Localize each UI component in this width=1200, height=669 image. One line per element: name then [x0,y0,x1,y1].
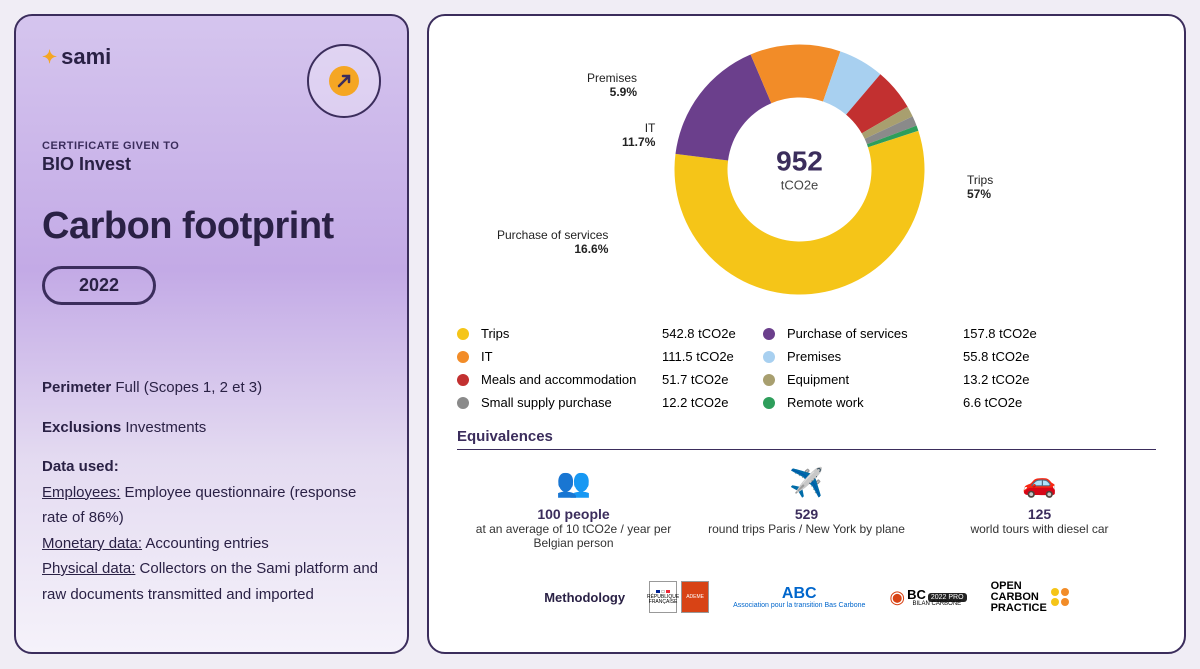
open-carbon-practice-logo: OPENCARBONPRACTICE [991,581,1069,614]
callout-it: IT11.7% [622,122,655,150]
bilan-carbone-logo: ◉ BC2022 PROBILAN CARBONE [889,588,966,607]
total-unit: tCO2e [776,178,823,193]
legend-swatch-trips [457,328,469,340]
data-used-label: Data used: [42,458,119,475]
monetary-text: Accounting entries [142,535,269,552]
legend-label-trips: Trips [481,326,656,341]
legend-value-supply: 12.2 tCO2e [662,395,757,410]
abc-logo: ABC Association pour la transition Bas C… [733,586,865,609]
page-title: Carbon footprint [42,205,381,248]
year-pill: 2022 [42,266,156,305]
donut-chart: 952 tCO2e [667,37,932,302]
legend-label-premises: Premises [787,349,957,364]
equivalence-desc-2: world tours with diesel car [940,522,1140,536]
recipient: BIO Invest [42,154,381,175]
certificate-card: ✦ sami CERTIFICATE GIVEN TO BIO Invest C… [14,14,409,654]
equivalence-num-0: 100 people [474,506,674,522]
equivalence-num-2: 125 [940,506,1140,522]
legend-value-equipment: 13.2 tCO2e [963,372,1058,387]
legend-label-supply: Small supply purchase [481,395,656,410]
donut-chart-area: Premises5.9% IT11.7% Purchase of service… [457,34,1156,304]
legend-swatch-services [763,328,775,340]
legend-swatch-supply [457,397,469,409]
perimeter-label: Perimeter [42,379,111,396]
legend-value-services: 157.8 tCO2e [963,326,1058,341]
legend-swatch-equipment [763,374,775,386]
legend-value-premises: 55.8 tCO2e [963,349,1058,364]
cert-label: CERTIFICATE GIVEN TO [42,140,381,152]
legend-swatch-meals [457,374,469,386]
physical-label: Physical data: [42,560,135,577]
exclusions-value: Investments [125,419,206,436]
legend-value-meals: 51.7 tCO2e [662,372,757,387]
equivalence-desc-0: at an average of 10 tCO2e / year per Bel… [474,522,674,550]
equivalence-icon-2: 🚗 [940,462,1140,502]
legend-label-remote: Remote work [787,395,957,410]
legend-label-it: IT [481,349,656,364]
legend-swatch-premises [763,351,775,363]
legend-label-meals: Meals and accommodation [481,372,656,387]
methodology-row: Methodology RÉPUBLIQUE FRANÇAISE ADEME A… [457,572,1156,622]
equivalence-item-0: 👥 100 people at an average of 10 tCO2e /… [474,462,674,550]
equivalences-title: Equivalences [457,428,1156,450]
seal-arrow-icon [329,66,359,96]
equivalence-icon-0: 👥 [474,462,674,502]
monetary-label: Monetary data: [42,535,142,552]
legend-label-services: Purchase of services [787,326,957,341]
equivalence-icon-1: ✈️ [707,462,907,502]
legend-value-remote: 6.6 tCO2e [963,395,1058,410]
employees-label: Employees: [42,484,120,501]
legend-value-it: 111.5 tCO2e [662,349,757,364]
equivalence-item-1: ✈️ 529 round trips Paris / New York by p… [707,462,907,550]
legend-value-trips: 542.8 tCO2e [662,326,757,341]
sami-logo: ✦ sami [42,44,111,70]
legend-grid: Trips 542.8 tCO2e Purchase of services 157.… [457,326,1156,410]
callout-premises: Premises5.9% [587,72,637,100]
legend-swatch-remote [763,397,775,409]
equivalence-item-2: 🚗 125 world tours with diesel car [940,462,1140,550]
legend-swatch-it [457,351,469,363]
perimeter-value: Full (Scopes 1, 2 et 3) [115,379,262,396]
details-block: Perimeter Full (Scopes 1, 2 et 3) Exclus… [42,375,381,607]
results-card: Premises5.9% IT11.7% Purchase of service… [427,14,1186,654]
callout-services: Purchase of services16.6% [497,229,608,257]
republique-francaise-logo: RÉPUBLIQUE FRANÇAISE ADEME [649,581,709,613]
total-value: 952 [776,146,823,178]
exclusions-label: Exclusions [42,419,121,436]
equivalence-desc-1: round trips Paris / New York by plane [707,522,907,536]
donut-segment-services [675,54,771,160]
equivalence-num-1: 529 [707,506,907,522]
logo-text: sami [61,44,111,70]
callout-trips: Trips57% [967,174,993,202]
methodology-label: Methodology [544,590,625,605]
legend-label-equipment: Equipment [787,372,957,387]
sami-mark-icon: ✦ [42,47,57,68]
equivalences-row: 👥 100 people at an average of 10 tCO2e /… [457,462,1156,550]
climate-seal-icon [307,44,381,118]
